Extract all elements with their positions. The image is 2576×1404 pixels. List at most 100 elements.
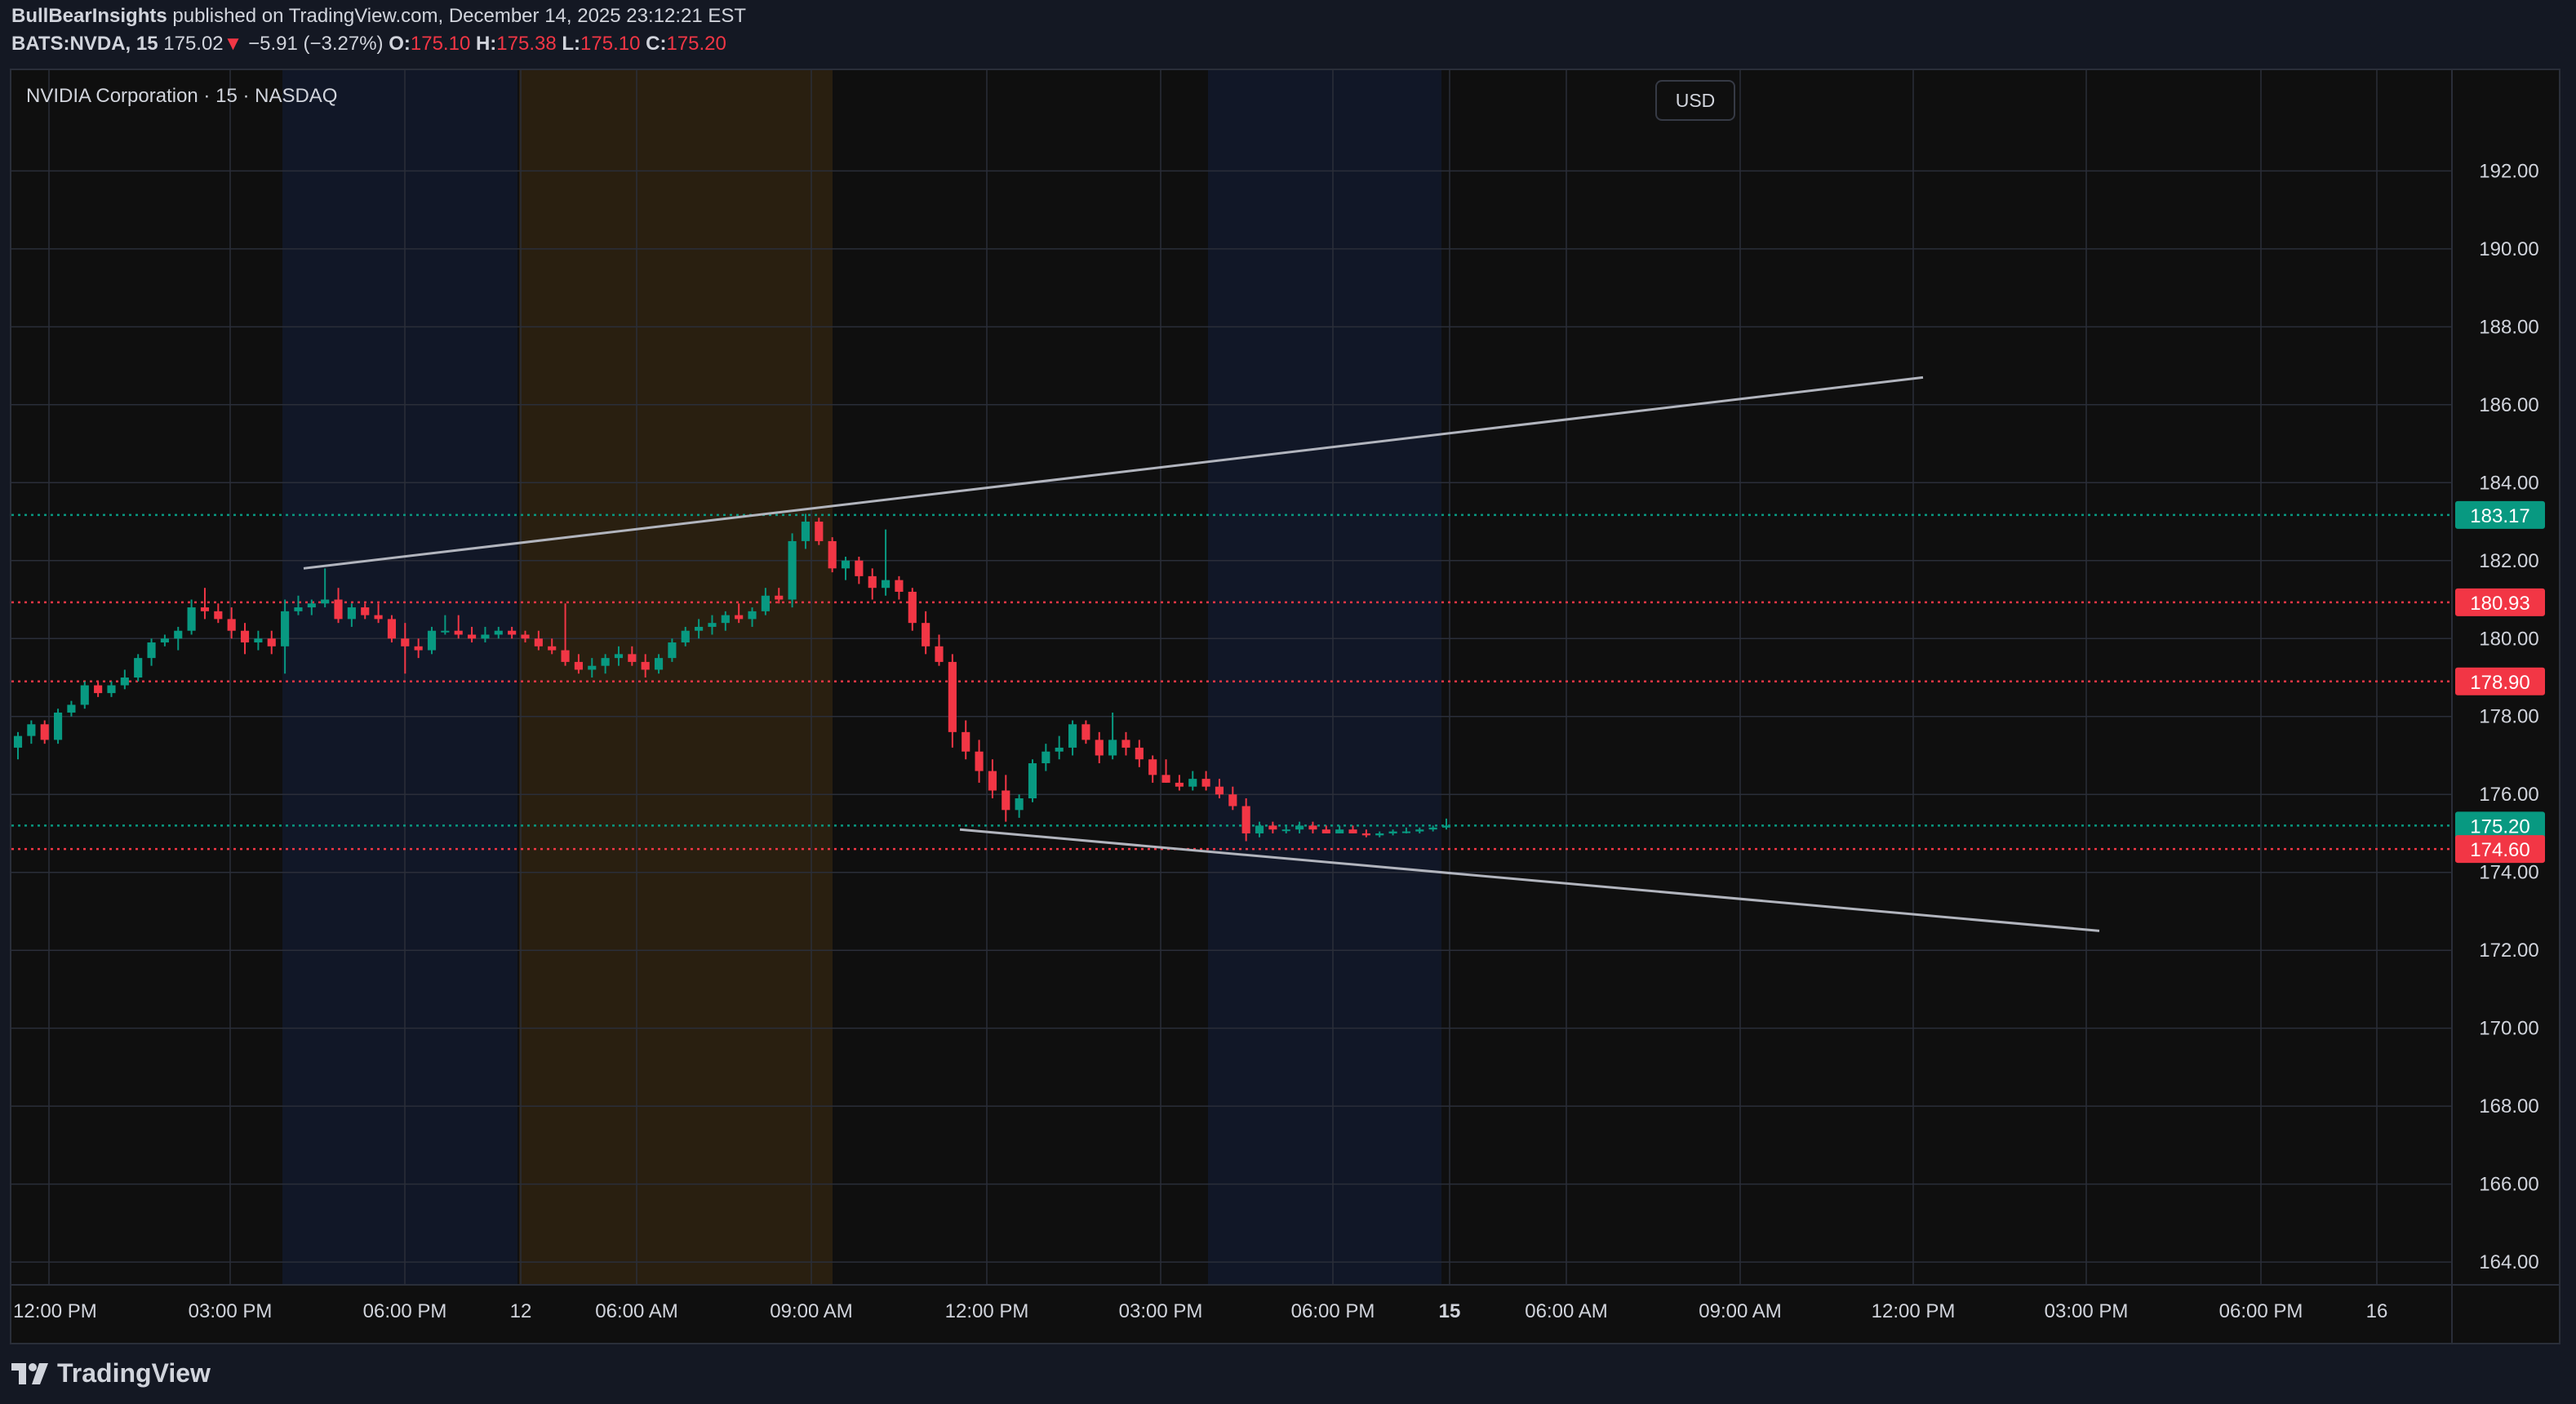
chart-legend: NVIDIA Corporation · 15 · NASDAQ [26,85,338,107]
candle-body [908,591,917,624]
candle-body [695,626,704,631]
x-axis-tick-label: 16 [2366,1300,2388,1322]
candle-body [1015,798,1024,811]
x-axis-tick-label: 12:00 PM [945,1300,1029,1322]
candle-body [521,634,530,639]
candle-body [962,731,970,752]
y-axis-tick-label: 190.00 [2479,238,2538,260]
candle-body [94,685,103,694]
premarket-session-band [519,70,833,1285]
candle-body [1215,786,1224,795]
y-axis-tick-label: 174.00 [2479,862,2538,884]
candle-body [1201,779,1210,787]
x-axis-tick-label: 06:00 PM [363,1300,447,1322]
candle-body [1055,747,1064,752]
candle-body [1241,806,1250,833]
footer-brand: TradingView [57,1358,211,1388]
candle-body [922,623,930,646]
candle-body [67,704,76,713]
open-value: 175.10 [410,33,471,55]
candle-body [454,630,463,635]
y-axis-tick-label: 168.00 [2479,1095,2538,1117]
y-axis-tick-label: 182.00 [2479,550,2538,572]
candle-body [801,522,811,541]
candle-body [1161,775,1170,783]
candle-body [494,630,503,635]
x-axis-tick-label: 09:00 AM [770,1300,852,1322]
candle-body [668,642,677,659]
price-level-tag [2455,667,2545,695]
candle-body [1295,825,1304,830]
candle-body [1081,724,1090,740]
candle-body [294,607,303,611]
y-axis-tick-label: 180.00 [2479,628,2538,650]
candle-body [855,560,864,576]
candle-body [200,607,210,611]
x-axis-tick-label: 06:00 PM [2219,1300,2303,1322]
chart-pane[interactable]: 192.00 190.00 188.00 186.00 184.00 182.00 180.… [10,69,2560,1344]
price-level-tag [2455,588,2545,616]
symbol-label: BATS:NVDA, 15 [11,33,158,55]
candle-body [1042,751,1050,764]
low-label: L: [562,33,581,55]
candle-body [1175,782,1184,787]
candle-body [347,607,356,620]
x-axis-tick-label: 06:00 AM [1525,1300,1607,1322]
candle-body [468,634,477,639]
last-price: 175.02 [163,33,224,55]
low-value: 175.10 [580,33,641,55]
candle-body [160,638,169,643]
candle-body [935,646,944,662]
candle-body [1441,825,1451,828]
candle-body [187,607,196,631]
candle-body [588,665,597,670]
published-text: published on TradingView.com, December 1… [172,5,747,27]
candle-body [214,611,223,620]
candle-body [601,658,610,666]
candle-body [321,599,330,604]
y-axis-tick-label: 172.00 [2479,940,2538,962]
candle-body [721,615,730,624]
y-axis-tick-label: 188.00 [2479,316,2538,338]
candle-body [988,771,997,791]
trendline-lower[interactable] [959,828,2100,932]
high-label: H: [475,33,497,55]
y-axis-tick-label: 170.00 [2479,1018,2538,1040]
tradingview-logo[interactable]: TradingView [11,1358,211,1388]
candle-body [975,751,984,771]
candle-body [708,623,717,627]
candle-body [574,661,583,670]
candle-body [40,724,49,740]
close-value: 175.20 [666,33,726,55]
candle-body [1148,759,1157,775]
candle-body [134,658,143,678]
candle-body [1135,747,1144,760]
candle-body [614,654,624,659]
x-axis-tick-label: 15 [1439,1300,1461,1322]
candle-body [735,615,744,620]
candle-body [174,630,183,639]
candle-body [1308,825,1317,830]
candle-body [681,630,690,643]
candle-body [334,599,343,620]
currency-button[interactable]: USD [1655,80,1735,121]
x-axis-tick-label: 03:00 PM [1119,1300,1203,1322]
candle-body [80,685,89,705]
down-arrow-icon: ▼ [223,33,243,55]
price-change: −5.91 (−3.27%) [248,33,384,55]
author-name[interactable]: BullBearInsights [11,5,167,27]
x-axis-tick-label: 03:00 PM [189,1300,273,1322]
candle-body [761,595,770,611]
y-axis-tick-label: 166.00 [2479,1174,2538,1196]
candlestick-chart[interactable]: 192.00 190.00 188.00 186.00 184.00 182.00 180.… [11,70,2559,1343]
x-axis-tick-label: 09:00 AM [1699,1300,1781,1322]
y-axis-tick-label: 184.00 [2479,472,2538,494]
publish-header: BullBearInsights published on TradingVie… [11,5,746,28]
candle-body [1281,829,1290,832]
x-axis-tick-label: 06:00 PM [1291,1300,1375,1322]
candle-body [1268,825,1277,830]
candle-body [775,595,784,600]
candle-body [788,540,797,600]
price-level-label: 183.17 [2470,505,2529,527]
trendline-upper[interactable] [303,375,1924,570]
